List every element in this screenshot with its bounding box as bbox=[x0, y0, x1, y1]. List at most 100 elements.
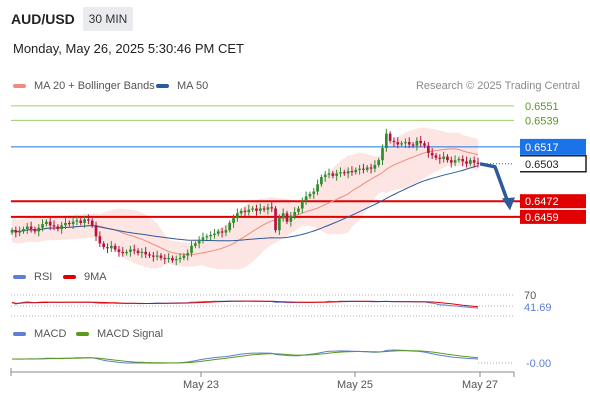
candle-body bbox=[182, 255, 186, 258]
candle-body bbox=[148, 254, 151, 256]
forecast-arrowhead bbox=[502, 197, 515, 211]
support-label: 0.6459 bbox=[525, 212, 559, 224]
candle-body bbox=[446, 156, 449, 161]
legend-rsi-ma: 9MA bbox=[63, 271, 107, 283]
candle-body bbox=[354, 169, 358, 173]
pivot-label-box bbox=[520, 138, 586, 155]
candle-body bbox=[236, 213, 239, 219]
candle-body bbox=[64, 222, 67, 226]
candle-body bbox=[45, 221, 48, 225]
support-label: 0.6472 bbox=[525, 196, 559, 208]
candle-body bbox=[167, 257, 170, 260]
candle-body bbox=[316, 184, 319, 192]
candle-body bbox=[396, 142, 400, 145]
candle-body bbox=[171, 257, 174, 261]
candle-body bbox=[255, 208, 258, 211]
candle-body bbox=[388, 133, 392, 141]
candle-body bbox=[381, 148, 384, 161]
candle-body bbox=[190, 245, 193, 254]
candle-body bbox=[197, 239, 201, 244]
bollinger-bands bbox=[12, 127, 478, 270]
candle-body bbox=[155, 255, 159, 257]
candle-body bbox=[384, 133, 388, 149]
legend-macd-signal-label: MACD Signal bbox=[97, 328, 164, 340]
candle-body bbox=[25, 226, 29, 229]
candle-body bbox=[270, 207, 274, 209]
candle-body bbox=[83, 219, 86, 223]
candle-body bbox=[335, 173, 339, 176]
candle-body bbox=[209, 235, 212, 237]
candlesticks bbox=[10, 128, 480, 266]
candle-body bbox=[415, 140, 419, 146]
candle-body bbox=[56, 226, 60, 229]
last-price-label: 0.6503 bbox=[525, 159, 559, 171]
candle-body bbox=[18, 231, 21, 233]
candle-body bbox=[281, 213, 285, 219]
legend-macd: MACD bbox=[13, 328, 66, 340]
candle-body bbox=[308, 193, 312, 197]
candle-body bbox=[258, 208, 262, 211]
candle-body bbox=[243, 210, 247, 213]
candle-body bbox=[339, 172, 342, 174]
candle-body bbox=[178, 257, 182, 260]
candle-body bbox=[358, 168, 361, 170]
candle-body bbox=[186, 253, 190, 256]
candle-body bbox=[392, 140, 396, 143]
candle-body bbox=[75, 220, 79, 222]
candle-body bbox=[144, 251, 148, 255]
candle-body bbox=[94, 225, 98, 237]
candle-body bbox=[90, 220, 94, 226]
candle-body bbox=[472, 160, 476, 163]
candle-body bbox=[262, 208, 266, 210]
candle-body bbox=[194, 243, 197, 246]
candle-body bbox=[60, 225, 63, 229]
candle-body bbox=[109, 245, 113, 249]
rsi-ma-swatch bbox=[63, 275, 76, 279]
candle-body bbox=[163, 257, 167, 260]
macd-swatch bbox=[13, 332, 26, 336]
candle-body bbox=[300, 201, 304, 209]
macd-signal-swatch bbox=[76, 332, 89, 336]
forecast-arrow bbox=[479, 162, 515, 211]
candle-body bbox=[129, 249, 132, 252]
candle-body bbox=[438, 157, 442, 159]
candle-body bbox=[373, 165, 377, 169]
candle-body bbox=[293, 212, 296, 216]
candle-body bbox=[297, 208, 300, 213]
candle-body bbox=[400, 143, 403, 145]
rsi-ma-line bbox=[11, 300, 479, 308]
legend-ma20: MA 20 + Bollinger Bands bbox=[13, 80, 155, 92]
candle-body bbox=[213, 233, 216, 235]
candle-body bbox=[457, 158, 461, 161]
candle-body bbox=[342, 172, 346, 174]
legend-ma50: MA 50 bbox=[156, 80, 208, 92]
macd-panel: -0.00 bbox=[11, 349, 551, 370]
candle-body bbox=[216, 231, 220, 234]
candle-body bbox=[239, 210, 243, 214]
candle-body bbox=[159, 255, 163, 258]
candle-body bbox=[285, 213, 289, 222]
candle-body bbox=[125, 251, 128, 254]
candle-body bbox=[29, 226, 33, 229]
interval-selector[interactable]: 30 MIN bbox=[83, 7, 133, 31]
candle-body bbox=[476, 162, 480, 164]
legend-rsi-ma-label: 9MA bbox=[84, 271, 107, 283]
rsi-value-label: 41.69 bbox=[524, 302, 552, 314]
candle-body bbox=[52, 225, 56, 227]
candle-body bbox=[136, 250, 140, 254]
ma20-swatch bbox=[13, 84, 26, 88]
candle-body bbox=[132, 249, 136, 251]
support-label-box bbox=[520, 209, 586, 224]
candle-body bbox=[304, 196, 308, 202]
candle-body bbox=[33, 228, 37, 232]
candle-body bbox=[449, 160, 453, 163]
candle-body bbox=[350, 171, 354, 173]
candle-body bbox=[369, 167, 373, 169]
candle-body bbox=[434, 155, 438, 158]
candle-body bbox=[430, 152, 434, 156]
candle-body bbox=[224, 230, 228, 233]
legend-ma20-label: MA 20 + Bollinger Bands bbox=[34, 80, 155, 92]
candle-body bbox=[377, 160, 381, 165]
